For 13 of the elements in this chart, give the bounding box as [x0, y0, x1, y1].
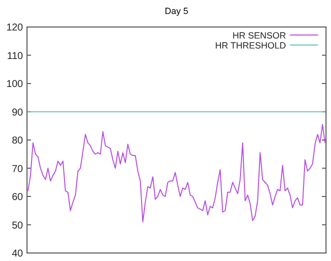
y-tick-label: 40 [12, 248, 24, 260]
chart-title: Day 5 [164, 6, 188, 16]
y-tick-label: 110 [7, 50, 24, 62]
y-tick-label: 80 [12, 136, 24, 146]
y-tick-label: 70 [12, 164, 24, 175]
y-tick-label: 50 [12, 220, 24, 232]
y-tick-label: 60 [12, 192, 24, 203]
legend-label: HR SENSOR [232, 30, 286, 40]
y-tick-label: 90 [12, 107, 24, 118]
line-series [28, 124, 326, 222]
y-tick-label: 100 [6, 79, 24, 90]
legend-label: HR THRESHOLD [215, 40, 286, 50]
y-tick-label: 120 [6, 22, 24, 34]
